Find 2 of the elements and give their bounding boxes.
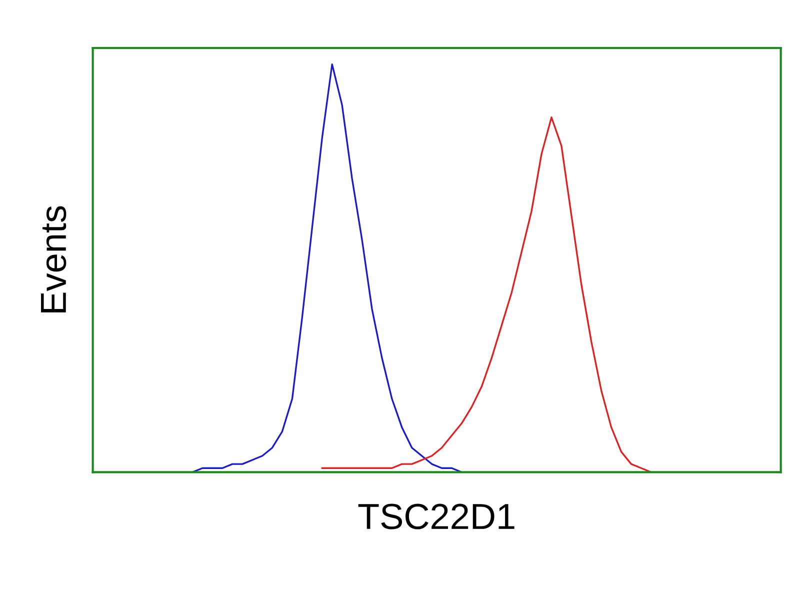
y-axis-title: Events	[41, 206, 66, 312]
x-axis-title: TSC22D1	[358, 504, 514, 530]
